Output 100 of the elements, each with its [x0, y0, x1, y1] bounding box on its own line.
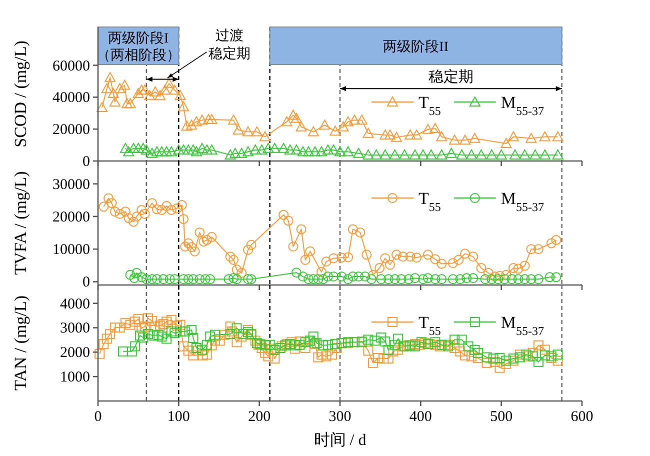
x-tick-label: 300: [328, 409, 352, 425]
point: [476, 149, 487, 160]
point: [322, 144, 334, 154]
point: [389, 149, 400, 160]
point: [328, 272, 339, 282]
point: [206, 114, 218, 124]
point: [224, 149, 236, 160]
x-tick-label: 0: [94, 409, 102, 425]
point: [309, 146, 320, 156]
point: [410, 149, 421, 160]
point: [539, 149, 550, 160]
point: [460, 134, 471, 145]
point: [506, 274, 517, 284]
point: [151, 146, 162, 156]
point: [303, 146, 314, 156]
y-tick-label: 20000: [52, 209, 90, 226]
point: [147, 274, 158, 284]
x-tick-label: 600: [570, 409, 594, 425]
point: [178, 144, 190, 154]
point: [468, 273, 478, 284]
point: [342, 146, 354, 156]
point: [539, 131, 550, 142]
point: [200, 274, 210, 284]
legend-label: T$_{55}$: [418, 93, 441, 118]
legend-label: T$_{55}$: [418, 189, 441, 214]
point: [297, 146, 308, 156]
y-axis-title: TVFA / (mg/L): [11, 171, 30, 275]
point: [174, 90, 186, 100]
point: [552, 131, 564, 142]
point: [170, 274, 180, 284]
point: [132, 142, 144, 153]
point: [166, 146, 177, 156]
point: [410, 273, 420, 284]
point: [242, 146, 254, 156]
point: [163, 78, 174, 88]
point: [508, 131, 519, 142]
point: [493, 274, 504, 284]
point: [422, 124, 434, 134]
point: [353, 148, 364, 158]
annotation: 稳定期: [428, 68, 474, 86]
point: [500, 274, 510, 284]
y-tick-label: 40000: [52, 90, 90, 106]
point: [242, 126, 254, 136]
y-tick-label: 1000: [60, 370, 90, 386]
point: [146, 148, 158, 158]
point: [500, 138, 512, 148]
point: [422, 273, 433, 284]
point: [259, 131, 270, 142]
point: [404, 130, 416, 140]
point: [520, 274, 530, 284]
point: [290, 144, 302, 154]
point: [169, 84, 180, 95]
point: [262, 142, 274, 153]
point: [349, 114, 360, 125]
point: [188, 144, 199, 154]
point: [370, 149, 382, 160]
point: [128, 142, 139, 153]
point: [338, 121, 349, 132]
point: [109, 96, 120, 106]
point: [152, 274, 162, 284]
point: [251, 126, 262, 136]
point: [348, 272, 358, 282]
point: [486, 274, 497, 284]
point: [243, 274, 254, 284]
point: [544, 272, 555, 282]
point: [186, 120, 198, 130]
point: [430, 274, 440, 284]
point: [278, 142, 290, 153]
point: [269, 142, 280, 153]
point: [480, 274, 490, 284]
point: [138, 142, 149, 153]
point: [136, 84, 148, 95]
point: [469, 132, 480, 143]
point: [230, 148, 241, 158]
point: [140, 144, 152, 154]
annotation: 过渡稳定期: [208, 28, 251, 64]
point: [519, 149, 530, 160]
point: [436, 149, 448, 160]
point: [144, 90, 156, 100]
point: [384, 130, 396, 140]
y-tick-label: 10000: [52, 242, 90, 258]
x-tick-label: 500: [490, 409, 513, 425]
point: [224, 274, 234, 284]
point: [342, 116, 354, 126]
point: [291, 268, 302, 278]
point: [196, 142, 208, 153]
point: [551, 272, 562, 282]
point: [203, 114, 214, 124]
point: [284, 144, 296, 154]
point: [336, 272, 347, 282]
point: [124, 98, 136, 108]
point: [360, 272, 370, 282]
legend-label: M$_{55-37}$: [500, 93, 544, 118]
point: [396, 274, 406, 284]
point: [196, 114, 208, 125]
point: [161, 146, 172, 156]
y-tick-label: 20000: [52, 122, 90, 138]
point: [390, 274, 400, 284]
point: [298, 272, 308, 282]
x-tick-label: 100: [167, 409, 190, 425]
